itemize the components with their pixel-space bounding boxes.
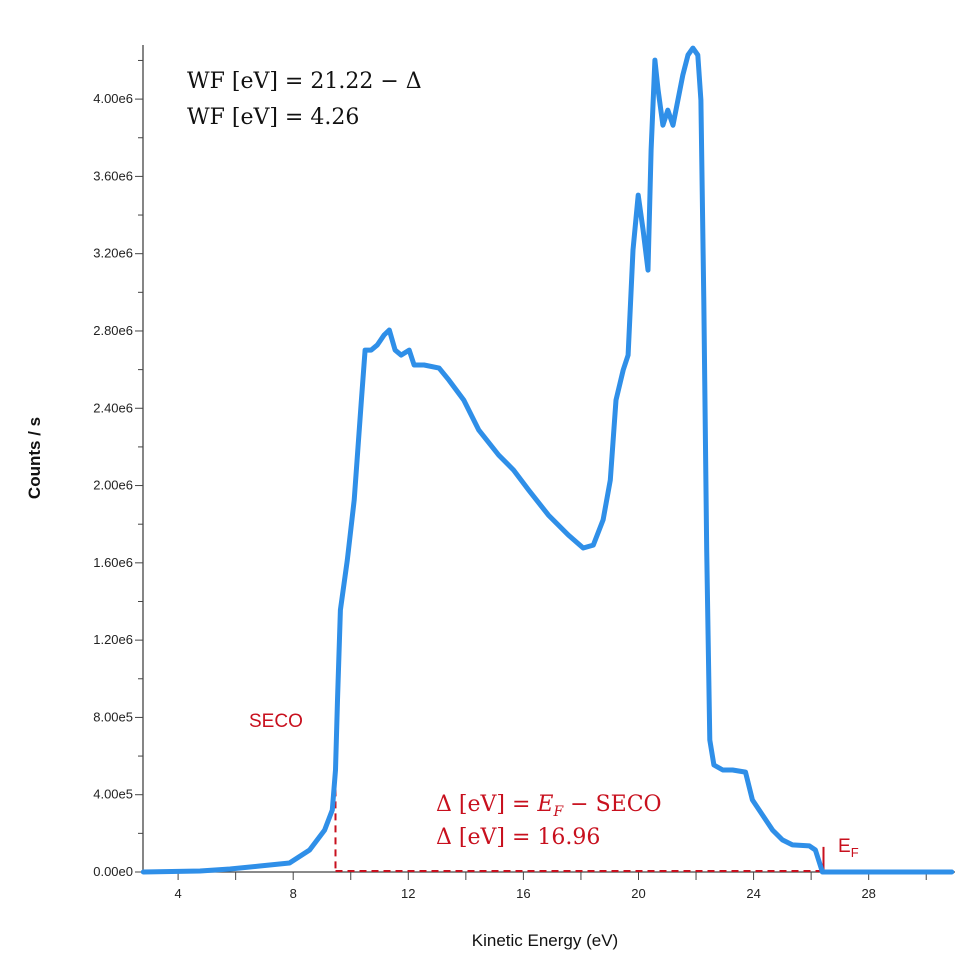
y-axis-label: Counts / s (25, 417, 44, 499)
y-tick-label: 1.20e6 (93, 632, 133, 647)
delta-formula-annotation: Δ [eV] = EF − SECO (436, 792, 662, 820)
wf-value-annotation: WF [eV] = 4.26 (187, 105, 359, 130)
y-tick-label: 4.00e6 (93, 91, 133, 106)
spectrum-line (140, 45, 955, 875)
y-tick-label: 8.00e5 (93, 709, 133, 724)
ef-label: EF (838, 836, 859, 860)
delta-formula-prefix: Δ [eV] = (436, 792, 537, 817)
y-tick-label: 1.60e6 (93, 555, 133, 570)
delta-value-annotation: Δ [eV] = 16.96 (436, 825, 600, 850)
x-tick-label: 24 (746, 886, 760, 901)
x-tick-label: 8 (290, 886, 297, 901)
ef-label-sub: F (851, 845, 859, 860)
y-tick-label: 3.60e6 (93, 168, 133, 183)
y-tick-label: 2.80e6 (93, 323, 133, 338)
y-tick-label: 4.00e5 (93, 787, 133, 802)
seco-label: SECO (249, 711, 303, 732)
x-tick-label: 20 (631, 886, 645, 901)
y-tick-label: 3.20e6 (93, 246, 133, 261)
series-layer (140, 45, 955, 875)
wf-formula-annotation: WF [eV] = 21.22 − Δ (187, 69, 422, 94)
y-tick-label: 0.00e0 (93, 864, 133, 879)
x-tick-label: 28 (861, 886, 875, 901)
x-tick-label: 12 (401, 886, 415, 901)
x-axis-label: Kinetic Energy (eV) (472, 931, 618, 950)
axes: 0.00e0 4.00e5 8.00e5 1.20e6 1.60e6 2.00e6 2.40… (93, 45, 955, 901)
y-tick-label: 2.00e6 (93, 478, 133, 493)
x-tick-label: 4 (174, 886, 181, 901)
delta-formula-suffix: − SECO (563, 792, 661, 817)
y-tick-label: 2.40e6 (93, 400, 133, 415)
ef-label-main: E (838, 836, 851, 857)
x-tick-label: 16 (516, 886, 530, 901)
delta-formula-sub: F (552, 804, 564, 820)
delta-formula-e: E (536, 792, 553, 817)
